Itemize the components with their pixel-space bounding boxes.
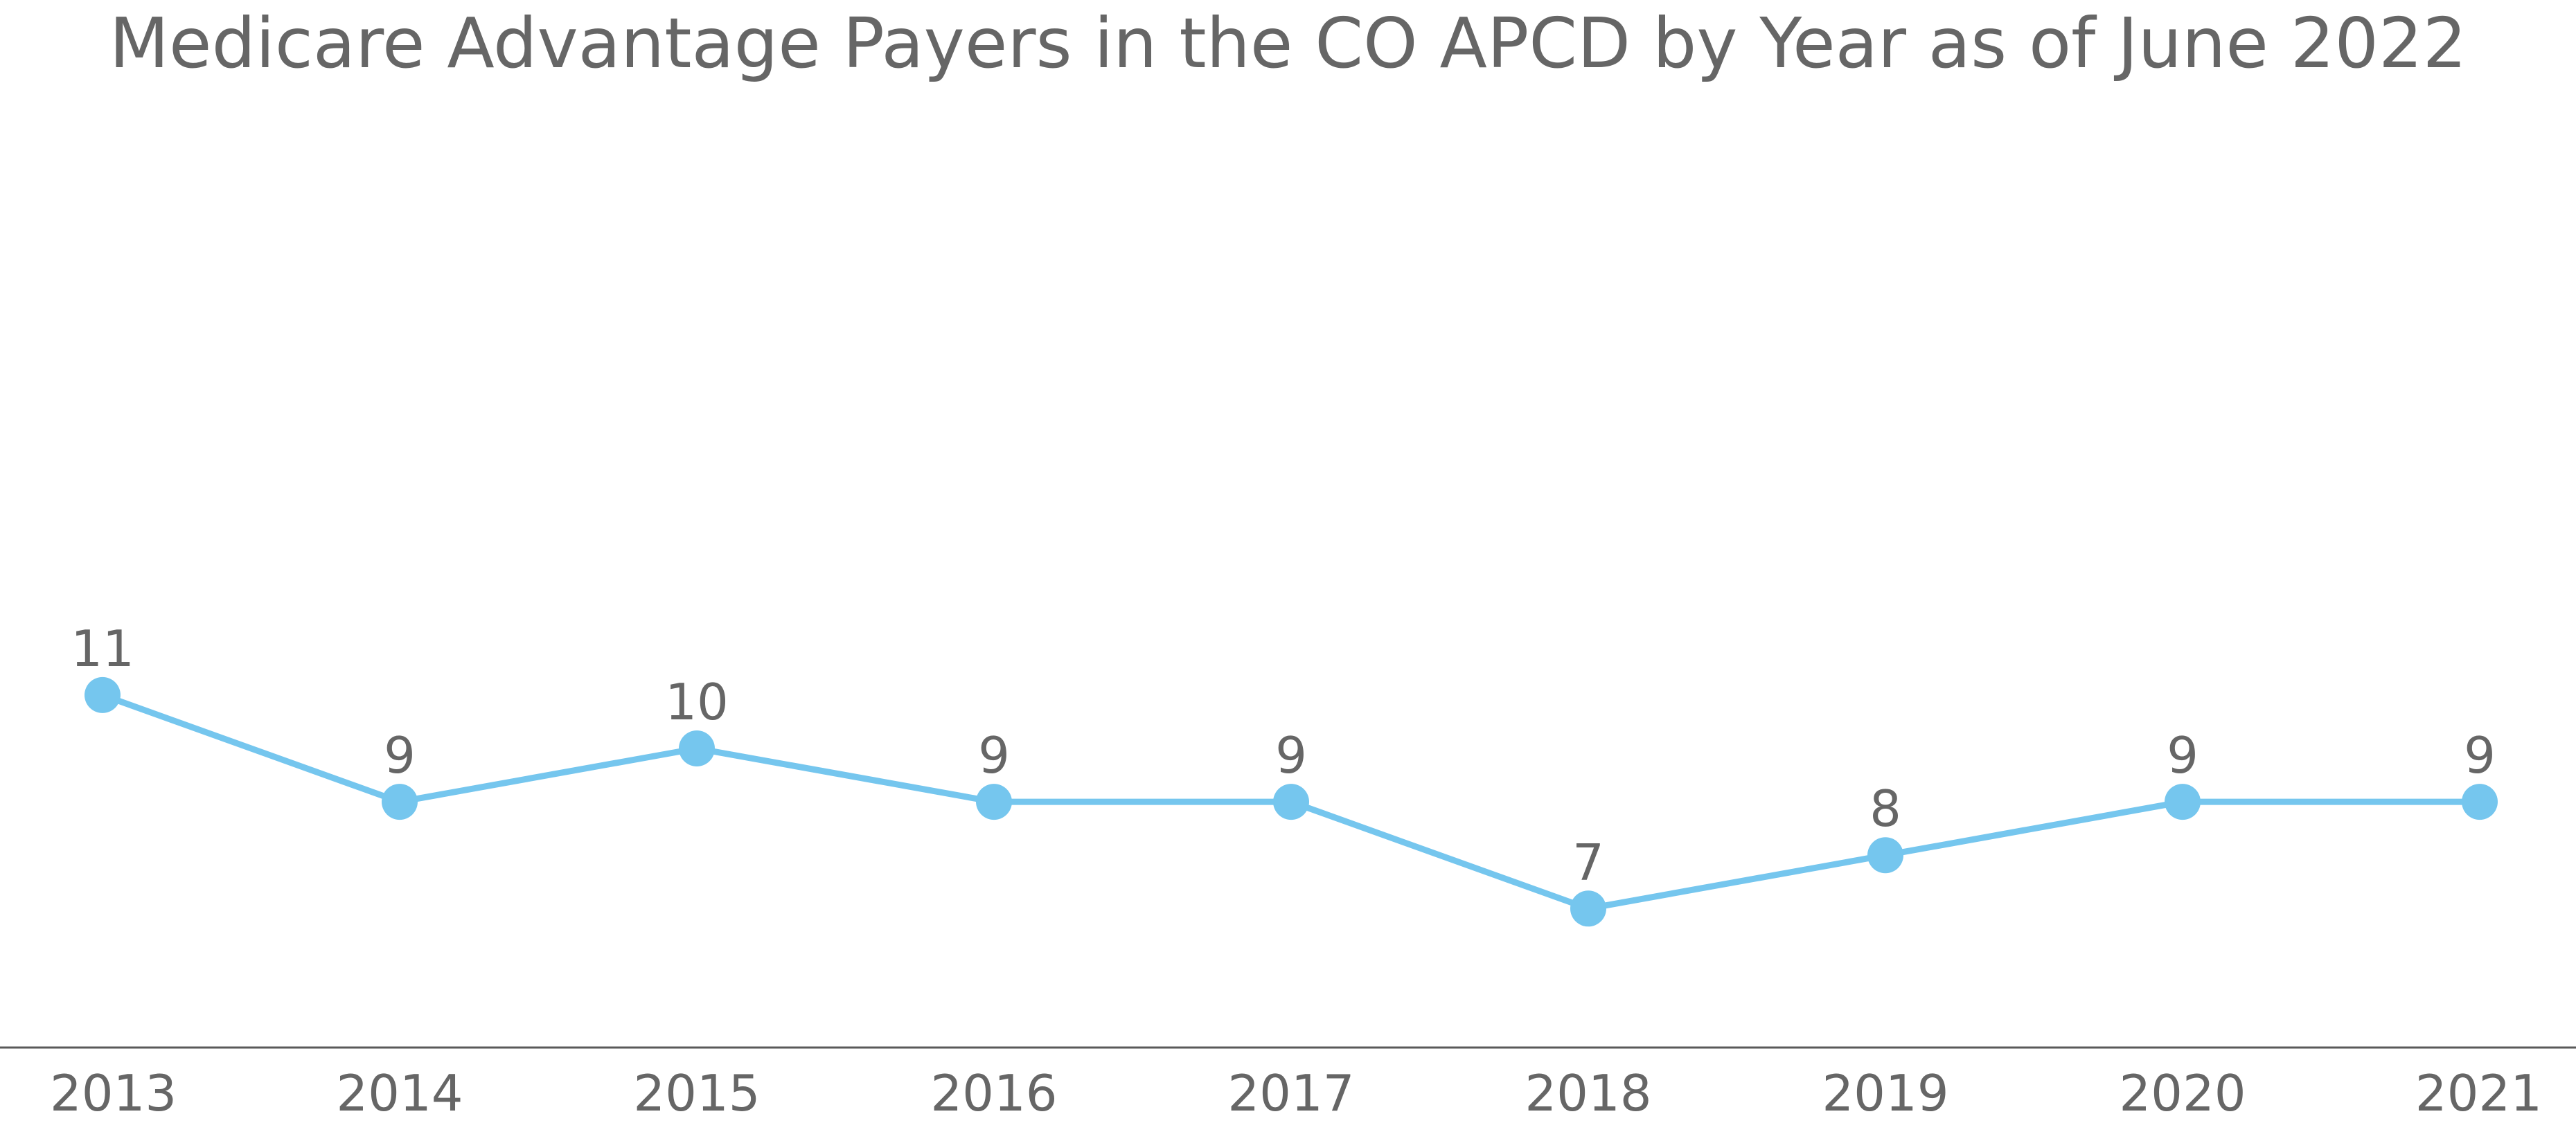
- x-tick-label-2013: 2013: [50, 1064, 177, 1122]
- x-tick-label-2016: 2016: [930, 1064, 1057, 1122]
- x-tick-label-2021: 2021: [2415, 1064, 2542, 1122]
- data-point-2014: [382, 784, 418, 820]
- data-labels-layer: 11 9 10 9 9 7 8 9 9: [71, 620, 2496, 891]
- data-label-2021: 9: [2464, 726, 2496, 784]
- data-point-2020: [2165, 784, 2201, 820]
- data-point-2013: [85, 676, 121, 713]
- data-label-2016: 9: [978, 726, 1010, 784]
- x-tick-label-2015: 2015: [633, 1064, 760, 1122]
- data-label-2014: 9: [384, 726, 416, 784]
- data-point-2017: [1273, 784, 1309, 820]
- x-tick-label-2017: 2017: [1227, 1064, 1354, 1122]
- data-point-2015: [679, 730, 715, 766]
- data-label-2018: 7: [1572, 833, 1604, 891]
- points-layer: [85, 676, 2498, 927]
- data-label-2019: 8: [1869, 780, 1901, 838]
- chart-title: Medicare Advantage Payers in the CO APCD…: [109, 3, 2467, 84]
- data-point-2019: [1867, 837, 1903, 874]
- x-tick-labels-layer: 2013 2014 2015 2016 2017 2018 2019 2020 2021: [50, 1064, 2542, 1122]
- x-tick-label-2020: 2020: [2119, 1064, 2246, 1122]
- x-tick-label-2018: 2018: [1525, 1064, 1651, 1122]
- data-label-2015: 10: [665, 673, 729, 731]
- data-label-2020: 9: [2167, 726, 2199, 784]
- data-point-2021: [2462, 784, 2498, 820]
- x-tick-label-2014: 2014: [336, 1064, 463, 1122]
- data-point-2018: [1570, 890, 1606, 927]
- data-point-2016: [976, 784, 1012, 820]
- x-tick-label-2019: 2019: [1822, 1064, 1948, 1122]
- data-label-2017: 9: [1275, 726, 1307, 784]
- data-label-2013: 11: [71, 620, 134, 678]
